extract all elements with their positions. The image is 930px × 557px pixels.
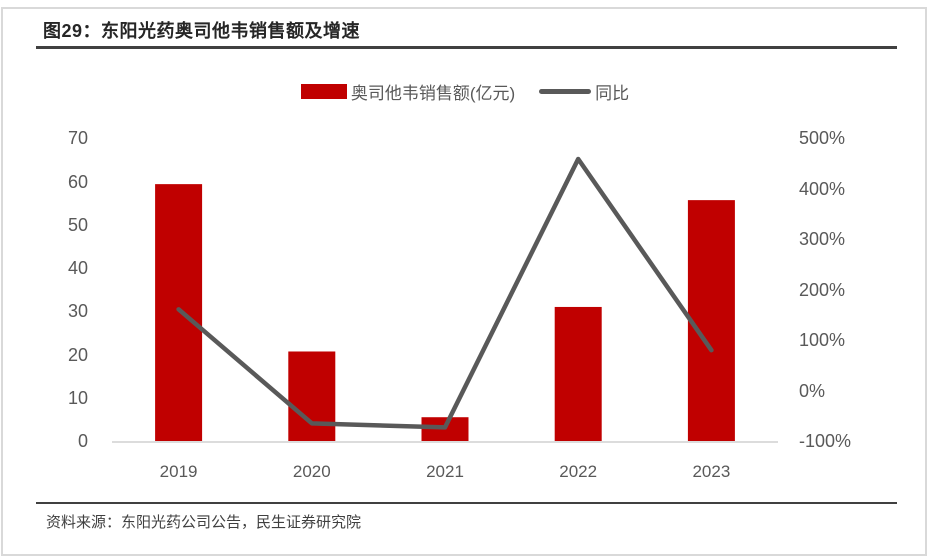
sales-bar-2020 (288, 351, 336, 441)
y-axis-right-tick: 500% (799, 128, 846, 149)
figure-title: 图29：东阳光药奥司他韦销售额及增速 (43, 21, 361, 41)
source-note: 资料来源：东阳光药公司公告，民生证券研究院 (46, 514, 362, 531)
chart-legend: 奥司他韦销售额(亿元) 同比 (0, 78, 930, 104)
yoy-line (176, 156, 714, 430)
y-axis-right-tick: 300% (799, 229, 846, 250)
legend-label-yoy: 同比 (595, 83, 630, 103)
sales-bar-2022 (554, 306, 602, 441)
y-axis-right-tick: 100% (799, 330, 846, 351)
footer-divider (36, 502, 897, 504)
y-axis-right-tick: -100% (799, 431, 852, 451)
y-axis-left-tick: 70 (67, 128, 88, 149)
bar-swatch-icon (300, 83, 347, 99)
y-axis-right-tick: 400% (799, 178, 846, 199)
x-axis-tick: 2019 (159, 462, 198, 481)
legend-label-sales: 奥司他韦销售额(亿元) (350, 83, 516, 103)
legend-item-yoy: 同比 (539, 79, 629, 104)
y-axis-left-tick: 40 (67, 258, 88, 279)
sales-bar-2019 (155, 184, 203, 441)
x-axis-tick: 2022 (559, 462, 598, 481)
sales-bar-2023 (687, 200, 735, 441)
title-underline (36, 46, 897, 49)
legend-item-sales: 奥司他韦销售额(亿元) (300, 79, 516, 104)
y-axis-left-tick: 10 (67, 387, 88, 408)
x-axis-tick: 2023 (692, 462, 731, 481)
y-axis-left-tick: 50 (67, 214, 88, 235)
y-axis-left-tick: 30 (67, 301, 88, 322)
y-axis-right-tick: 200% (799, 279, 846, 300)
y-axis-left-tick: 0 (77, 431, 88, 451)
y-axis-right-tick: 0% (799, 380, 826, 401)
y-axis-left-tick: 20 (67, 344, 88, 365)
x-axis-tick: 2021 (426, 462, 464, 481)
y-axis-left-tick: 60 (67, 171, 88, 192)
line-swatch-icon (539, 88, 592, 94)
x-axis-tick: 2020 (292, 462, 331, 481)
